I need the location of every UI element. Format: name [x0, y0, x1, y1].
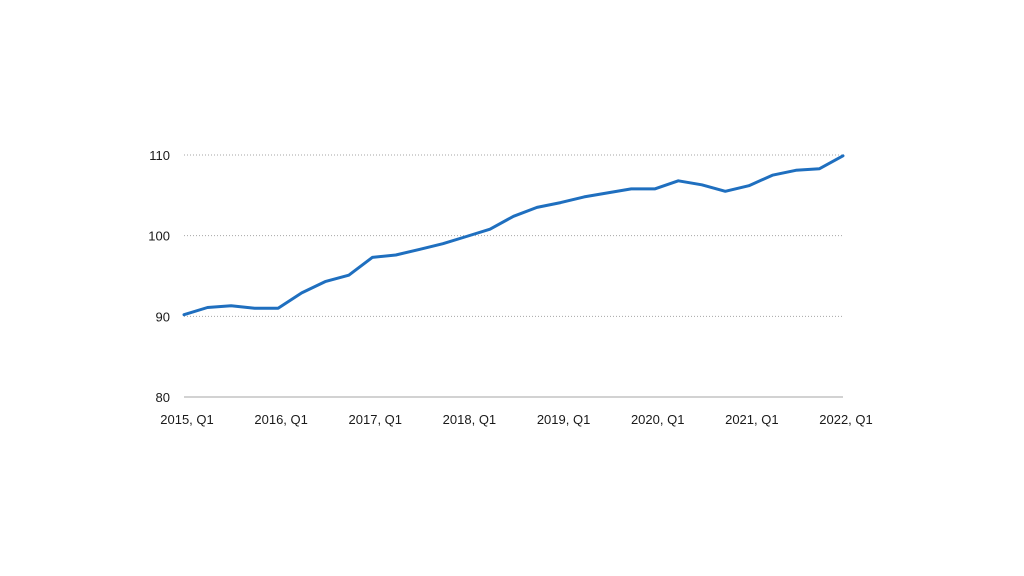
y-tick-label: 110 [149, 148, 170, 163]
x-tick-label: 2020, Q1 [631, 412, 685, 427]
series-line-0 [182, 154, 845, 317]
x-tick-label: 2017, Q1 [349, 412, 403, 427]
grid-lines [184, 154, 843, 398]
y-tick-label: 90 [156, 309, 170, 324]
x-tick-label: 2019, Q1 [537, 412, 591, 427]
x-tick-label: 2015, Q1 [160, 412, 214, 427]
y-tick-label: 100 [148, 229, 170, 244]
x-tick-label: 2021, Q1 [725, 412, 779, 427]
y-axis-ticks: 80 90 100 110 [148, 148, 170, 405]
x-tick-label: 2022, Q1 [819, 412, 873, 427]
series-group [182, 154, 845, 317]
x-axis-ticks: 2015, Q1 2016, Q1 2017, Q1 2018, Q1 2019, Q1… [160, 412, 873, 427]
x-tick-label: 2018, Q1 [443, 412, 497, 427]
x-tick-label: 2016, Q1 [254, 412, 308, 427]
y-tick-label: 80 [156, 390, 170, 405]
